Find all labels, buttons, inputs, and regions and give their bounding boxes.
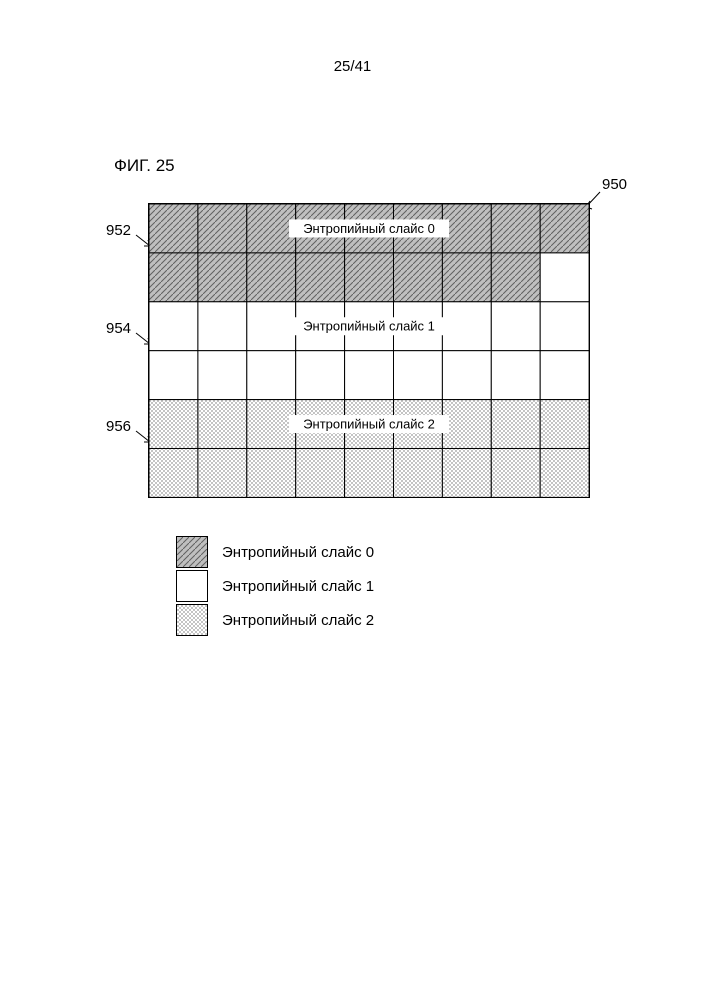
grid-cell [491,253,540,302]
diagram: Энтропийный слайс 0 Энтропийный слайс 1 Эн… [148,203,588,498]
slice-label-text: Энтропийный слайс 0 [303,221,435,236]
grid-cell [198,302,247,351]
grid-cell [345,448,394,497]
callout-952: 952 [106,222,131,239]
grid-cell [198,351,247,400]
callout-950: 950 [602,176,627,193]
grid-cell [296,253,345,302]
legend-label: Энтропийный слайс 0 [222,544,374,561]
grid-cell [149,400,198,449]
grid-cell [149,204,198,253]
grid-cell [442,448,491,497]
grid-cell [540,351,589,400]
grid-cell [345,351,394,400]
grid-cell [345,253,394,302]
callout-956: 956 [106,418,131,435]
grid-cell [247,253,296,302]
legend-label: Энтропийный слайс 1 [222,578,374,595]
grid-cell [540,253,589,302]
grid-cell [491,448,540,497]
grid-cell [442,400,491,449]
page: 25/41 ФИГ. 25 950 952 954 956 Энтропийны… [0,0,705,999]
grid-cell [296,351,345,400]
grid-cell [393,351,442,400]
grid-cell [198,204,247,253]
grid-cell [247,400,296,449]
legend-label: Энтропийный слайс 2 [222,612,374,629]
legend-row: Энтропийный слайс 1 [176,569,374,603]
slice-label-text: Энтропийный слайс 2 [303,416,435,431]
page-number: 25/41 [0,58,705,75]
grid-cell [442,253,491,302]
grid-cell [247,302,296,351]
grid-cell [540,400,589,449]
slice-label-text: Энтропийный слайс 1 [303,319,435,334]
grid-cell [491,302,540,351]
grid-cell [247,204,296,253]
grid-cell [149,302,198,351]
legend-swatch [176,604,208,636]
grid-cell [442,204,491,253]
callout-leaders [0,0,705,999]
grid-cell [149,448,198,497]
grid-cell [442,302,491,351]
grid-cell [393,448,442,497]
grid-cell [393,253,442,302]
grid-cell [540,448,589,497]
legend-swatch [176,536,208,568]
grid-cell [296,448,345,497]
legend-row: Энтропийный слайс 2 [176,603,374,637]
grid-cell [198,253,247,302]
figure-title: ФИГ. 25 [114,156,175,176]
callout-954: 954 [106,320,131,337]
grid-cell [198,400,247,449]
grid-cell [198,448,247,497]
grid-cell [491,204,540,253]
grid-cell [491,351,540,400]
grid-cell [540,204,589,253]
grid-cell [442,351,491,400]
grid-cell [491,400,540,449]
grid-svg: Энтропийный слайс 0 Энтропийный слайс 1 Эн… [148,203,590,498]
grid-cell [149,351,198,400]
grid-cell [149,253,198,302]
legend-swatch [176,570,208,602]
legend-row: Энтропийный слайс 0 [176,535,374,569]
legend: Энтропийный слайс 0 Энтропийный слайс 1 Эн… [176,535,374,637]
grid-cell [540,302,589,351]
grid-cell [247,448,296,497]
grid-cell [247,351,296,400]
